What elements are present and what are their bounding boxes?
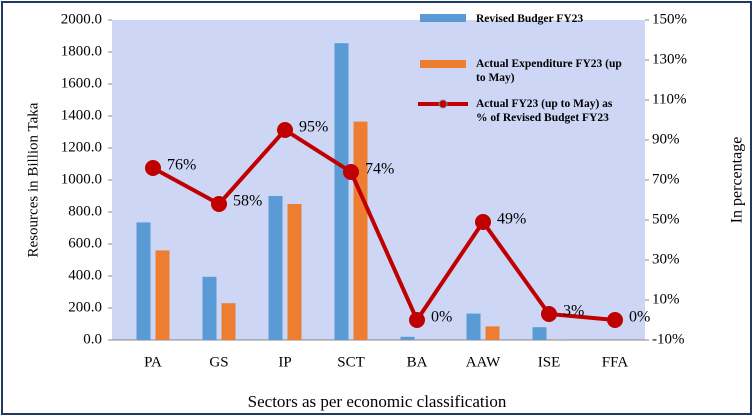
y-axis-title: Resources in Billion Taka bbox=[25, 102, 41, 257]
y2-tick-label: 50% bbox=[652, 211, 680, 227]
marker bbox=[607, 312, 623, 328]
y-tick-label: 400.0 bbox=[68, 267, 102, 283]
bar bbox=[268, 196, 283, 340]
data-label: 49% bbox=[497, 211, 526, 228]
y-tick-label: 2000.0 bbox=[61, 11, 102, 27]
y-tick-label: 1800.0 bbox=[61, 43, 102, 59]
y-tick-label: 800.0 bbox=[68, 203, 102, 219]
y2-tick-label: 70% bbox=[652, 171, 680, 187]
data-label: 58% bbox=[233, 193, 262, 210]
plot-area bbox=[112, 20, 645, 340]
legend-label: Actual Expenditure FY23 (up to May) bbox=[476, 58, 622, 84]
y2-tick-label: 10% bbox=[652, 291, 680, 307]
data-label: 76% bbox=[167, 157, 196, 174]
bar bbox=[202, 276, 217, 340]
marker bbox=[145, 160, 161, 176]
y2-axis-title: In percentage bbox=[729, 137, 746, 224]
y-tick-label: 200.0 bbox=[68, 299, 102, 315]
y2-tick-label: 90% bbox=[652, 131, 680, 147]
x-tick-label: IP bbox=[278, 354, 291, 370]
y-tick-label: 1400.0 bbox=[61, 107, 102, 123]
y2-tick-label: -10% bbox=[652, 331, 685, 347]
bar bbox=[353, 121, 368, 340]
x-tick-label: GS bbox=[209, 354, 228, 370]
marker bbox=[475, 214, 491, 230]
data-label: 95% bbox=[299, 119, 328, 136]
y2-tick-label: 110% bbox=[652, 91, 686, 107]
bar bbox=[400, 336, 415, 340]
marker bbox=[277, 122, 293, 138]
legend-swatch bbox=[438, 99, 448, 109]
bar bbox=[466, 313, 481, 340]
legend-swatch bbox=[420, 14, 466, 22]
bar bbox=[334, 43, 349, 340]
y-tick-label: 600.0 bbox=[68, 235, 102, 251]
bar bbox=[485, 326, 500, 340]
data-label: 74% bbox=[365, 161, 394, 178]
bar bbox=[155, 250, 170, 340]
y2-tick-label: 150% bbox=[652, 11, 687, 27]
x-tick-label: ISE bbox=[538, 354, 561, 370]
marker bbox=[541, 306, 557, 322]
bar bbox=[532, 327, 547, 340]
data-label: 3% bbox=[563, 303, 584, 320]
x-tick-label: FFA bbox=[602, 354, 629, 370]
legend-swatch bbox=[420, 60, 466, 68]
x-tick-label: BA bbox=[407, 354, 428, 370]
legend-label: Actual FY23 (up to May) as % of Revised … bbox=[476, 98, 613, 124]
x-tick-label: SCT bbox=[337, 354, 365, 370]
marker bbox=[343, 164, 359, 180]
line bbox=[152, 127, 616, 325]
y-tick-label: 0.0 bbox=[83, 331, 102, 347]
data-label: 0% bbox=[431, 309, 452, 326]
x-axis-title: Sectors as per economic classification bbox=[248, 392, 507, 411]
legend-label: Revised Budger FY23 bbox=[476, 13, 584, 25]
y-tick-label: 1000.0 bbox=[61, 171, 102, 187]
marker bbox=[409, 312, 425, 328]
y2-tick-label: 130% bbox=[652, 51, 687, 67]
y-tick-label: 1200.0 bbox=[61, 139, 102, 155]
marker bbox=[211, 196, 227, 212]
bar bbox=[221, 303, 236, 340]
y-tick-label: 1600.0 bbox=[61, 75, 102, 91]
data-label: 0% bbox=[629, 309, 650, 326]
bar bbox=[287, 204, 302, 340]
x-tick-label: AAW bbox=[466, 354, 501, 370]
y2-tick-label: 30% bbox=[652, 251, 680, 267]
bar bbox=[136, 222, 151, 340]
x-tick-label: PA bbox=[144, 354, 162, 370]
